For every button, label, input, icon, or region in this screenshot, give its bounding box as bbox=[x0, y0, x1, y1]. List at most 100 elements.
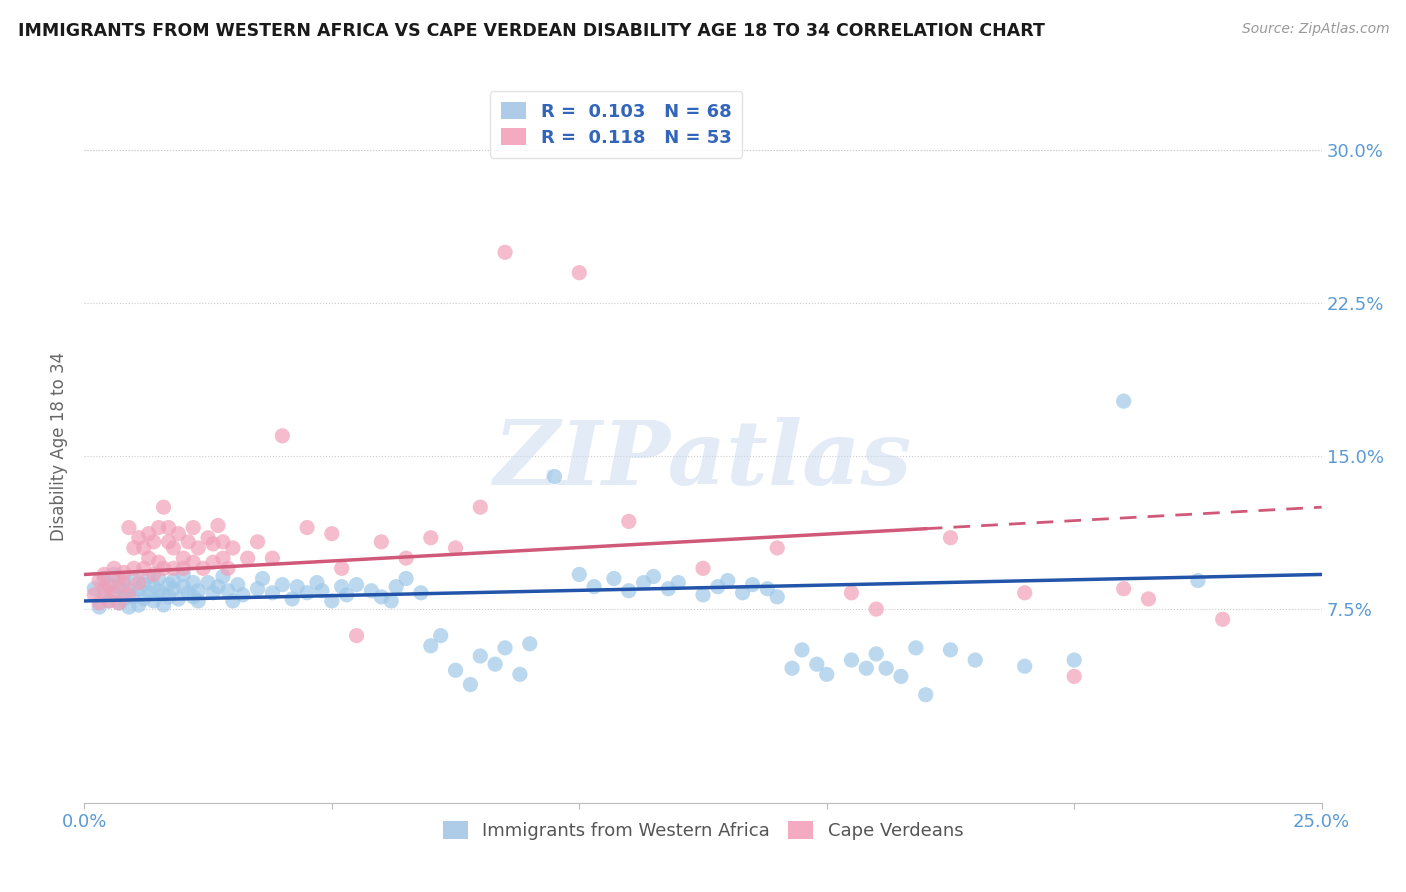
Point bbox=[118, 520, 141, 534]
Point bbox=[122, 590, 145, 604]
Point bbox=[509, 667, 531, 681]
Point bbox=[103, 586, 125, 600]
Point bbox=[865, 647, 887, 661]
Point bbox=[89, 574, 111, 588]
Point bbox=[98, 594, 121, 608]
Point bbox=[470, 648, 492, 663]
Point bbox=[132, 561, 155, 575]
Point bbox=[157, 534, 180, 549]
Point bbox=[112, 591, 135, 606]
Point bbox=[128, 575, 150, 590]
Point bbox=[419, 639, 441, 653]
Point bbox=[395, 572, 418, 586]
Point bbox=[346, 629, 368, 643]
Point bbox=[207, 518, 229, 533]
Point bbox=[122, 561, 145, 575]
Point bbox=[132, 591, 155, 606]
Point bbox=[246, 582, 269, 596]
Point bbox=[262, 586, 284, 600]
Point bbox=[212, 534, 235, 549]
Point bbox=[167, 591, 190, 606]
Point bbox=[222, 594, 245, 608]
Point bbox=[122, 541, 145, 555]
Point bbox=[330, 561, 353, 575]
Point bbox=[93, 567, 115, 582]
Point bbox=[148, 572, 170, 586]
Point bbox=[103, 561, 125, 575]
Point bbox=[148, 555, 170, 569]
Point bbox=[142, 594, 165, 608]
Point bbox=[226, 577, 249, 591]
Point bbox=[617, 515, 640, 529]
Point bbox=[419, 531, 441, 545]
Point bbox=[103, 586, 125, 600]
Point bbox=[271, 429, 294, 443]
Point bbox=[914, 688, 936, 702]
Point bbox=[1112, 394, 1135, 409]
Point bbox=[122, 572, 145, 586]
Point bbox=[108, 596, 131, 610]
Point bbox=[494, 640, 516, 655]
Point bbox=[692, 588, 714, 602]
Point bbox=[707, 580, 730, 594]
Point bbox=[98, 577, 121, 591]
Point bbox=[232, 588, 254, 602]
Point bbox=[128, 531, 150, 545]
Point bbox=[385, 580, 408, 594]
Point bbox=[1063, 669, 1085, 683]
Point bbox=[519, 637, 541, 651]
Point bbox=[271, 577, 294, 591]
Point bbox=[285, 580, 308, 594]
Point bbox=[181, 590, 204, 604]
Point bbox=[360, 583, 382, 598]
Point bbox=[172, 580, 194, 594]
Point bbox=[187, 583, 209, 598]
Point bbox=[790, 643, 813, 657]
Point bbox=[148, 583, 170, 598]
Point bbox=[780, 661, 803, 675]
Point bbox=[103, 567, 125, 582]
Point bbox=[83, 588, 105, 602]
Point bbox=[202, 586, 225, 600]
Point bbox=[1187, 574, 1209, 588]
Point bbox=[460, 677, 482, 691]
Point bbox=[568, 266, 591, 280]
Point bbox=[98, 580, 121, 594]
Point bbox=[132, 541, 155, 555]
Point bbox=[172, 567, 194, 582]
Point bbox=[181, 555, 204, 569]
Point bbox=[162, 582, 184, 596]
Point bbox=[138, 569, 160, 583]
Point bbox=[444, 541, 467, 555]
Point bbox=[212, 569, 235, 583]
Point bbox=[207, 580, 229, 594]
Point bbox=[305, 575, 328, 590]
Text: IMMIGRANTS FROM WESTERN AFRICA VS CAPE VERDEAN DISABILITY AGE 18 TO 34 CORRELATI: IMMIGRANTS FROM WESTERN AFRICA VS CAPE V… bbox=[18, 22, 1045, 40]
Point bbox=[470, 500, 492, 515]
Point bbox=[731, 586, 754, 600]
Point bbox=[108, 596, 131, 610]
Point bbox=[617, 583, 640, 598]
Point bbox=[756, 582, 779, 596]
Point bbox=[965, 653, 987, 667]
Point bbox=[162, 541, 184, 555]
Point bbox=[83, 582, 105, 596]
Point bbox=[855, 661, 877, 675]
Point bbox=[152, 561, 174, 575]
Point bbox=[246, 534, 269, 549]
Point bbox=[148, 520, 170, 534]
Point bbox=[429, 629, 451, 643]
Point bbox=[295, 586, 318, 600]
Point bbox=[657, 582, 679, 596]
Point bbox=[295, 520, 318, 534]
Point bbox=[865, 602, 887, 616]
Point bbox=[128, 598, 150, 612]
Point bbox=[336, 588, 359, 602]
Point bbox=[766, 541, 789, 555]
Point bbox=[236, 551, 259, 566]
Point bbox=[321, 594, 343, 608]
Point bbox=[370, 590, 392, 604]
Legend: Immigrants from Western Africa, Cape Verdeans: Immigrants from Western Africa, Cape Ver… bbox=[436, 814, 970, 847]
Point bbox=[177, 586, 200, 600]
Point bbox=[890, 669, 912, 683]
